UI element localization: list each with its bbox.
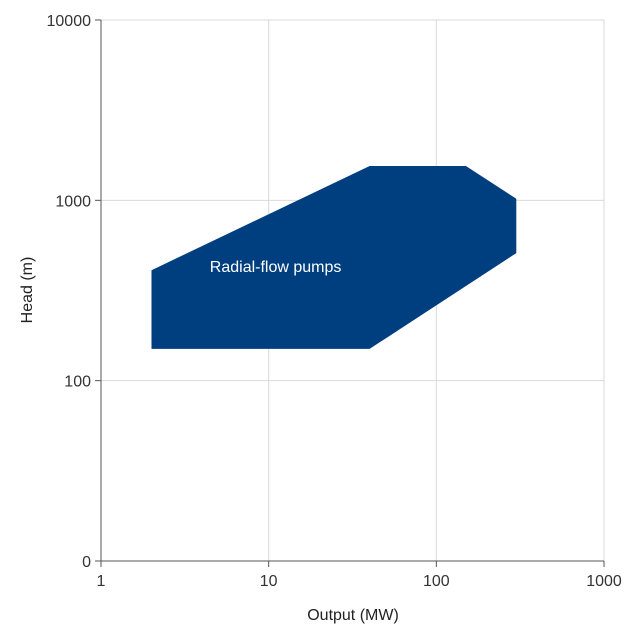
regions: Radial-flow pumps	[151, 166, 517, 349]
x-tick-label: 1000	[586, 573, 622, 590]
y-tick-label: 0	[82, 554, 91, 571]
x-tick-label: 10	[260, 573, 278, 590]
x-axis-title: Output (MW)	[307, 607, 399, 624]
y-axis-title: Head (m)	[19, 257, 36, 324]
region-radial-flow-pumps	[151, 166, 517, 349]
region-label: Radial-flow pumps	[210, 259, 342, 276]
y-tick-label: 10000	[47, 13, 92, 30]
x-tick-label: 100	[423, 573, 450, 590]
y-tick-label: 100	[64, 374, 91, 391]
x-tick-label: 1	[97, 573, 106, 590]
y-tick-label: 1000	[55, 193, 91, 210]
axes	[95, 19, 605, 567]
